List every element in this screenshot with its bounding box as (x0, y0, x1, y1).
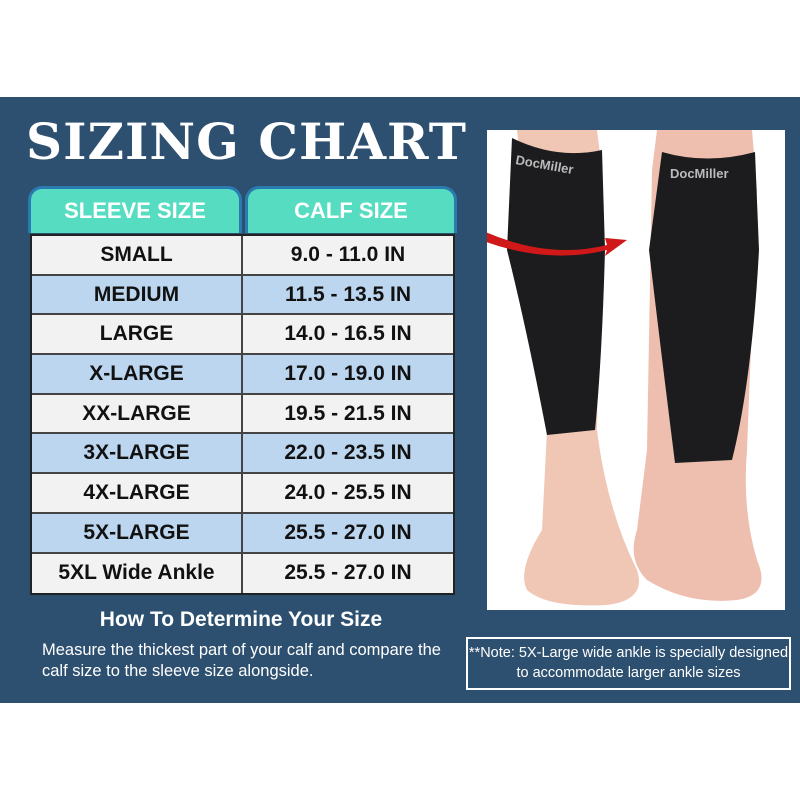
calf-size-cell: 24.0 - 25.5 IN (284, 480, 412, 504)
table-row: X-LARGE 17.0 - 19.0 IN (32, 355, 453, 395)
table-row: LARGE 14.0 - 16.5 IN (32, 315, 453, 356)
brand-logo-right: DocMiller (670, 166, 729, 181)
calf-size-cell: 19.5 - 21.5 IN (284, 401, 412, 425)
calf-size-cell: 17.0 - 19.0 IN (284, 361, 412, 385)
sleeve-size-cell: MEDIUM (32, 275, 243, 314)
sleeve-size-cell: 5X-LARGE (32, 513, 243, 552)
table-row: 5XL Wide Ankle 25.5 - 27.0 IN (32, 553, 453, 594)
measure-arrow-icon (481, 230, 627, 256)
header-calf-size: CALF SIZE (245, 186, 457, 233)
sleeve-size-cell: 5XL Wide Ankle (32, 553, 243, 594)
how-text: Measure the thickest part of your calf a… (42, 641, 441, 680)
calf-size-cell: 9.0 - 11.0 IN (290, 242, 406, 266)
product-photo: DocMiller DocMiller (481, 130, 785, 610)
sleeve-size-cell: SMALL (32, 236, 243, 274)
calf-size-cell: 14.0 - 16.5 IN (284, 322, 412, 346)
table-row: 3X-LARGE 22.0 - 23.5 IN (32, 434, 453, 475)
note-box: **Note: 5X-Large wide ankle is specially… (465, 636, 792, 691)
table-row: 4X-LARGE 24.0 - 25.5 IN (32, 474, 453, 514)
sleeve-size-cell: 4X-LARGE (32, 474, 243, 512)
sleeve-size-cell: 3X-LARGE (32, 434, 243, 473)
how-title: How To Determine Your Size (99, 608, 383, 631)
calf-size-cell: 11.5 - 13.5 IN (284, 282, 412, 306)
table-row: XX-LARGE 19.5 - 21.5 IN (32, 394, 453, 435)
page-title: SIZING CHART (26, 112, 467, 171)
table-row: SMALL 9.0 - 11.0 IN (32, 236, 453, 276)
calf-size-cell: 25.5 - 27.0 IN (284, 520, 412, 544)
size-table: SMALL 9.0 - 11.0 IN MEDIUM 11.5 - 13.5 IN LA… (30, 234, 455, 596)
header-sleeve-size: SLEEVE SIZE (28, 186, 242, 233)
sleeve-size-cell: X-LARGE (32, 355, 243, 393)
sleeve-size-cell: XX-LARGE (32, 394, 243, 433)
table-row: 5X-LARGE 25.5 - 27.0 IN (32, 513, 453, 554)
table-row: MEDIUM 11.5 - 13.5 IN (32, 275, 453, 316)
left-sleeve (507, 138, 605, 435)
right-sleeve (649, 152, 759, 463)
sleeve-size-cell: LARGE (32, 315, 243, 354)
calf-size-cell: 22.0 - 23.5 IN (284, 441, 412, 465)
calf-size-cell: 25.5 - 27.0 IN (284, 561, 412, 585)
